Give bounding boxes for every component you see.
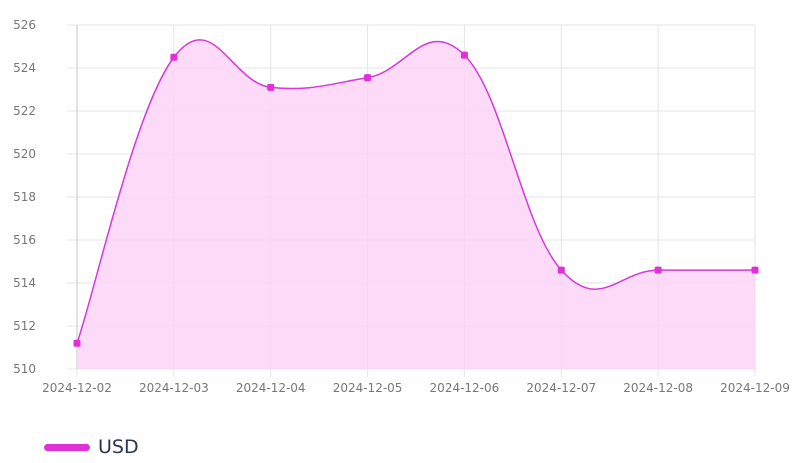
x-tick-label: 2024-12-07 xyxy=(526,381,596,395)
y-tick-label: 520 xyxy=(13,147,36,161)
x-tick-label: 2024-12-08 xyxy=(623,381,693,395)
legend-label-usd: USD xyxy=(98,436,139,458)
data-point xyxy=(751,266,759,274)
data-point xyxy=(364,74,372,82)
x-tick-label: 2024-12-03 xyxy=(139,381,209,395)
data-point xyxy=(73,339,81,347)
series-area-usd xyxy=(77,39,755,369)
data-point xyxy=(267,83,275,91)
series-line-usd xyxy=(76,39,755,344)
y-tick-label: 524 xyxy=(13,61,36,75)
data-point xyxy=(557,266,565,274)
y-tick-label: 512 xyxy=(13,319,36,333)
x-tick-label: 2024-12-05 xyxy=(333,381,403,395)
y-tick-label: 518 xyxy=(13,190,36,204)
y-tick-label: 510 xyxy=(13,362,36,376)
x-tick-label: 2024-12-02 xyxy=(42,381,112,395)
data-point xyxy=(654,266,662,274)
y-tick-label: 526 xyxy=(13,18,36,32)
y-tick-label: 522 xyxy=(13,104,36,118)
x-tick-label: 2024-12-04 xyxy=(236,381,306,395)
legend: USD xyxy=(44,436,139,458)
y-tick-label: 514 xyxy=(13,276,36,290)
x-tick-label: 2024-12-09 xyxy=(720,381,790,395)
data-point xyxy=(460,51,468,59)
data-point xyxy=(170,53,178,61)
x-tick-label: 2024-12-06 xyxy=(430,381,500,395)
y-tick-label: 516 xyxy=(13,233,36,247)
legend-swatch-usd xyxy=(44,443,90,451)
